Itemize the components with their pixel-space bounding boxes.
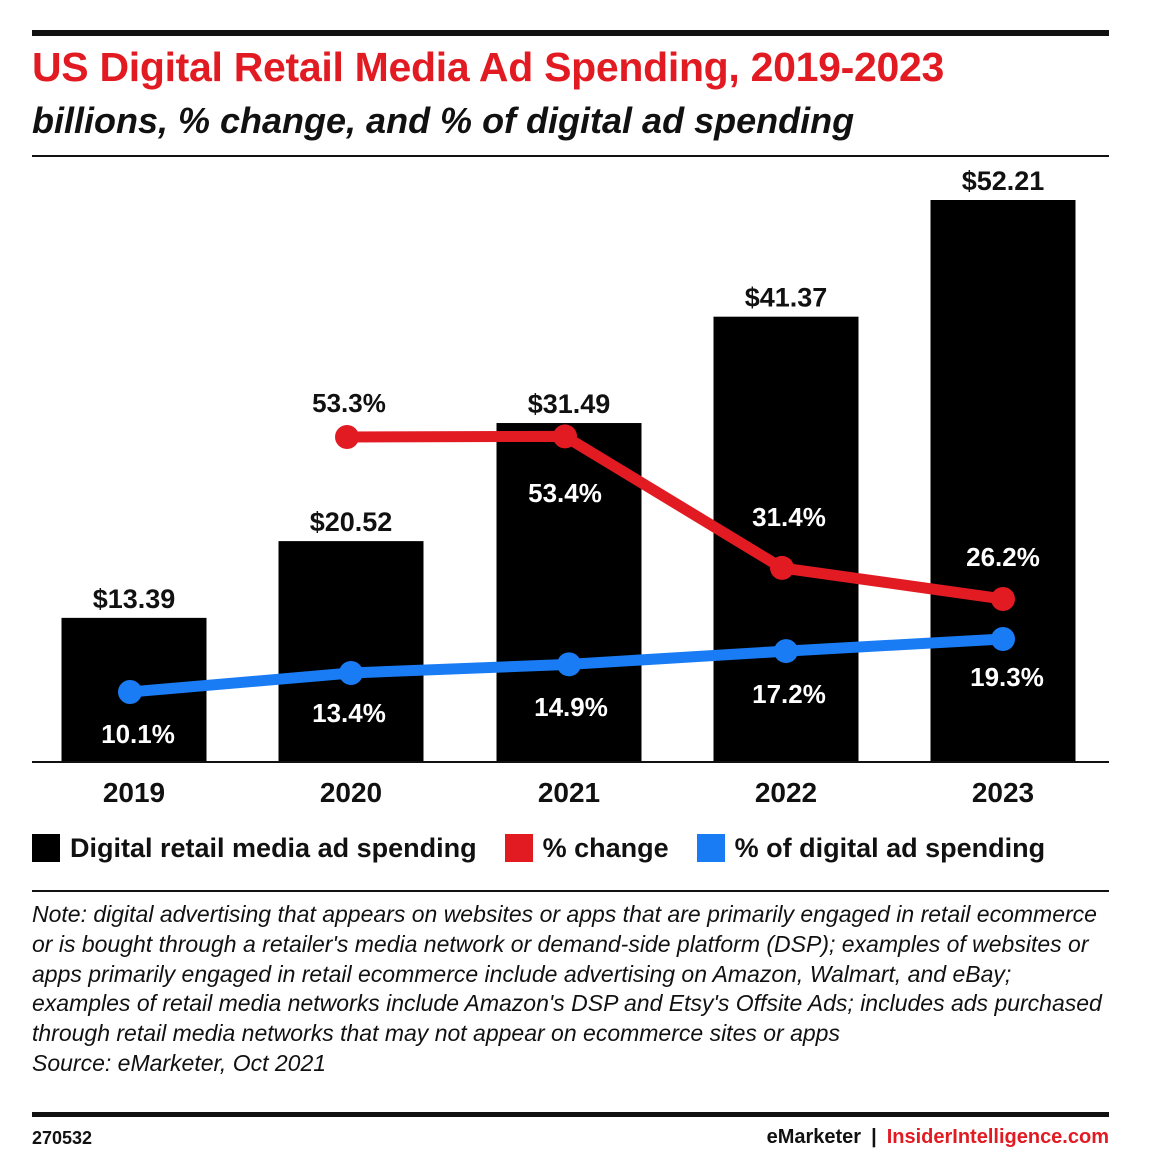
bar-value-label-2023: $52.21 [962, 166, 1045, 196]
chart-legend: Digital retail media ad spending % chang… [32, 828, 1109, 868]
share-label-2021: 14.9% [534, 692, 608, 722]
share-label-2020: 13.4% [312, 698, 386, 728]
site-link[interactable]: InsiderIntelligence.com [886, 1126, 1109, 1148]
change-marker-1 [335, 425, 359, 449]
bar-value-label-2022: $41.37 [745, 283, 828, 313]
legend-swatch-change [504, 834, 533, 862]
chart-title: US Digital Retail Media Ad Spending, 201… [32, 44, 944, 90]
bar-2020 [278, 541, 424, 762]
share-marker-0 [118, 680, 142, 704]
share-marker-1 [339, 660, 363, 685]
change-line [341, 430, 1009, 605]
change-label-2023: 26.2% [966, 542, 1040, 572]
bar-value-label-2021: $31.49 [528, 389, 611, 419]
legend-label-spending: Digital retail media ad spending [70, 832, 477, 863]
bar-2021 [496, 423, 642, 762]
bar-value-label-2019: $13.39 [93, 584, 176, 614]
brand-name: eMarketer [766, 1126, 862, 1148]
header-divider [32, 155, 1109, 157]
share-marker-4 [991, 627, 1015, 651]
footer-separator: | [871, 1126, 877, 1148]
combo-chart: 2019 2020 2021 2022 2023 $13.39 $20.52 $31.49 $4… [32, 166, 1109, 808]
share-label-2023: 19.3% [970, 662, 1044, 692]
legend-item-spending: Digital retail media ad spending [32, 833, 477, 864]
share-marker-3 [774, 639, 798, 664]
legend-item-change: % change [504, 832, 669, 864]
chart-id: 270532 [32, 1128, 93, 1148]
legend-item-share: % of digital ad spending [696, 832, 1046, 864]
x-tick-label-2019: 2019 [103, 777, 165, 808]
x-tick-label-2021: 2021 [538, 777, 600, 808]
bar-value-label-2020: $20.52 [310, 507, 393, 537]
legend-swatch-spending [32, 834, 60, 862]
legend-label-change: % change [542, 832, 669, 863]
x-tick-label-2023: 2023 [972, 777, 1034, 808]
note-text: Note: digital advertising that appears o… [32, 901, 1102, 1047]
source-text: Source: eMarketer, Oct 2021 [32, 1049, 327, 1076]
bar-2023 [930, 200, 1076, 762]
share-label-2019: 10.1% [101, 719, 175, 749]
chart-note: Note: digital advertising that appears o… [32, 900, 1112, 1079]
change-marker-4 [991, 587, 1015, 611]
change-label-2021: 53.4% [528, 478, 602, 508]
x-tick-label-2022: 2022 [755, 777, 817, 808]
change-marker-3 [770, 555, 794, 580]
chart-subtitle: billions, % change, and % of digital ad … [32, 100, 855, 141]
change-label-2022: 31.4% [752, 502, 826, 532]
share-marker-2 [557, 652, 581, 677]
top-rule [32, 30, 1109, 36]
legend-divider [32, 890, 1109, 892]
change-label-2020: 53.3% [312, 388, 386, 418]
change-marker-2 [553, 424, 577, 449]
bottom-rule [32, 1112, 1109, 1117]
x-tick-label-2020: 2020 [320, 777, 382, 808]
legend-swatch-share [696, 834, 725, 862]
share-label-2022: 17.2% [752, 679, 826, 709]
footer-brand: eMarketer | InsiderIntelligence.com [767, 1126, 1109, 1149]
legend-label-share: % of digital ad spending [734, 832, 1046, 863]
